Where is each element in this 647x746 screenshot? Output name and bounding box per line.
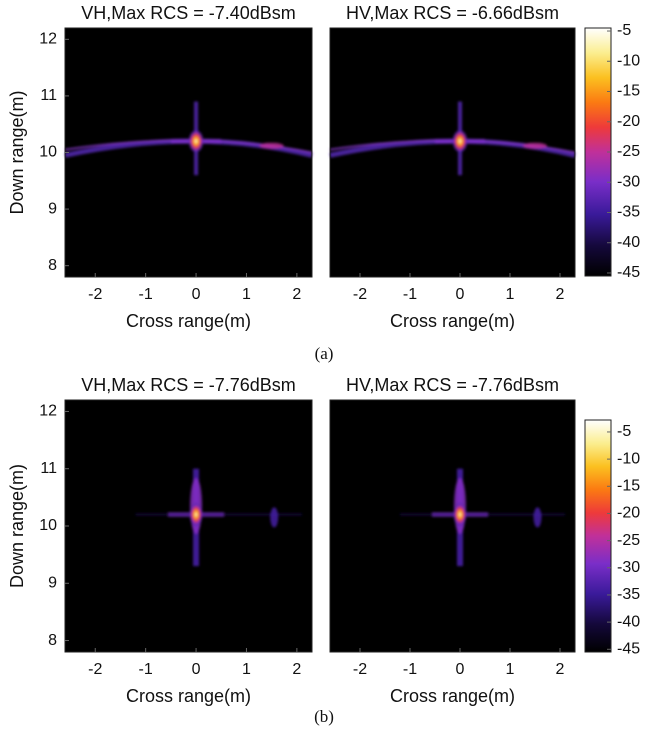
hotspot	[533, 507, 542, 528]
colorbar-tick-label: -15	[617, 83, 640, 100]
colorbar-tick-label: -35	[617, 586, 640, 603]
x-tick-label: 2	[292, 286, 301, 303]
y-tick-label: 9	[48, 574, 57, 591]
x-tick-label: 0	[192, 286, 201, 303]
y-tick-label: 12	[39, 31, 57, 48]
image-panel	[330, 28, 575, 277]
image-content	[400, 468, 565, 567]
hotspot	[523, 142, 547, 149]
x-axis-label: Cross range(m)	[390, 686, 515, 706]
x-tick-label: 1	[506, 661, 515, 678]
colorbar-tick-label: -40	[617, 613, 640, 630]
x-tick-label: 0	[192, 661, 201, 678]
chart-title: VH,Max RCS = -7.76dBsm	[81, 375, 296, 395]
colorbar-tick-label: -5	[617, 22, 631, 39]
streak	[400, 513, 565, 516]
image-content	[135, 468, 302, 567]
streak	[135, 513, 302, 516]
hotspot	[189, 502, 204, 527]
x-tick-label: -1	[139, 286, 153, 303]
axes-frame	[329, 399, 576, 653]
colorbar-tick-label: -25	[617, 532, 640, 549]
x-tick-label: -2	[88, 661, 102, 678]
colorbar-tick-label: -30	[617, 173, 640, 190]
x-tick-label: 1	[506, 286, 515, 303]
colorbar-tick-label: -20	[617, 505, 640, 522]
x-tick-label: -1	[403, 661, 417, 678]
chart-title: HV,Max RCS = -6.66dBsm	[346, 3, 559, 23]
colorbar-tick-label: -40	[617, 234, 640, 251]
colorbar-tick-label: -45	[617, 264, 640, 281]
hotspot	[452, 129, 468, 154]
colorbar-tick-label: -25	[617, 143, 640, 160]
y-tick-label: 8	[48, 257, 57, 274]
y-tick-label: 9	[48, 200, 57, 217]
hotspot	[259, 142, 284, 149]
colorbar-tick-label: -5	[617, 423, 631, 440]
x-tick-label: -1	[403, 286, 417, 303]
image-content	[329, 101, 576, 176]
colorbar-tick-label: -10	[617, 450, 640, 467]
x-tick-label: -2	[88, 286, 102, 303]
x-tick-label: 1	[242, 286, 251, 303]
x-axis-label: Cross range(m)	[126, 311, 251, 331]
y-tick-label: 11	[40, 87, 57, 104]
y-tick-label: 10	[39, 144, 57, 161]
axes-frame	[329, 27, 576, 278]
hotspot	[453, 502, 467, 527]
x-tick-label: -2	[353, 286, 367, 303]
colorbar-tick-label: -30	[617, 559, 640, 576]
hotspot	[188, 129, 205, 154]
image-panel	[65, 28, 312, 277]
caption: (b)	[314, 707, 334, 726]
x-tick-label: 2	[556, 286, 565, 303]
caption: (a)	[315, 344, 334, 363]
y-tick-label: 10	[39, 517, 57, 534]
image-panel	[330, 400, 575, 652]
x-tick-label: -1	[139, 661, 153, 678]
image-content	[64, 101, 313, 176]
chart-title: HV,Max RCS = -7.76dBsm	[346, 375, 559, 395]
y-tick-label: 11	[40, 460, 57, 477]
colorbar	[584, 27, 612, 277]
x-tick-label: 1	[242, 661, 251, 678]
colorbar-tick-label: -35	[617, 204, 640, 221]
x-tick-label: 2	[292, 661, 301, 678]
y-axis-label: Down range(m)	[7, 464, 27, 588]
y-tick-label: 12	[39, 403, 57, 420]
colorbar	[584, 419, 612, 653]
colorbar-tick-label: -45	[617, 641, 640, 658]
image-panel	[65, 400, 312, 652]
y-tick-label: 8	[48, 632, 57, 649]
x-tick-label: 0	[456, 661, 465, 678]
colorbar-tick-label: -20	[617, 113, 640, 130]
x-tick-label: -2	[353, 661, 367, 678]
y-axis-label: Down range(m)	[7, 90, 27, 214]
hotspot	[270, 507, 279, 528]
x-tick-label: 2	[556, 661, 565, 678]
x-axis-label: Cross range(m)	[390, 311, 515, 331]
x-tick-label: 0	[456, 286, 465, 303]
x-axis-label: Cross range(m)	[126, 686, 251, 706]
colorbar-tick-label: -15	[617, 478, 640, 495]
chart-title: VH,Max RCS = -7.40dBsm	[81, 3, 296, 23]
colorbar-tick-label: -10	[617, 52, 640, 69]
